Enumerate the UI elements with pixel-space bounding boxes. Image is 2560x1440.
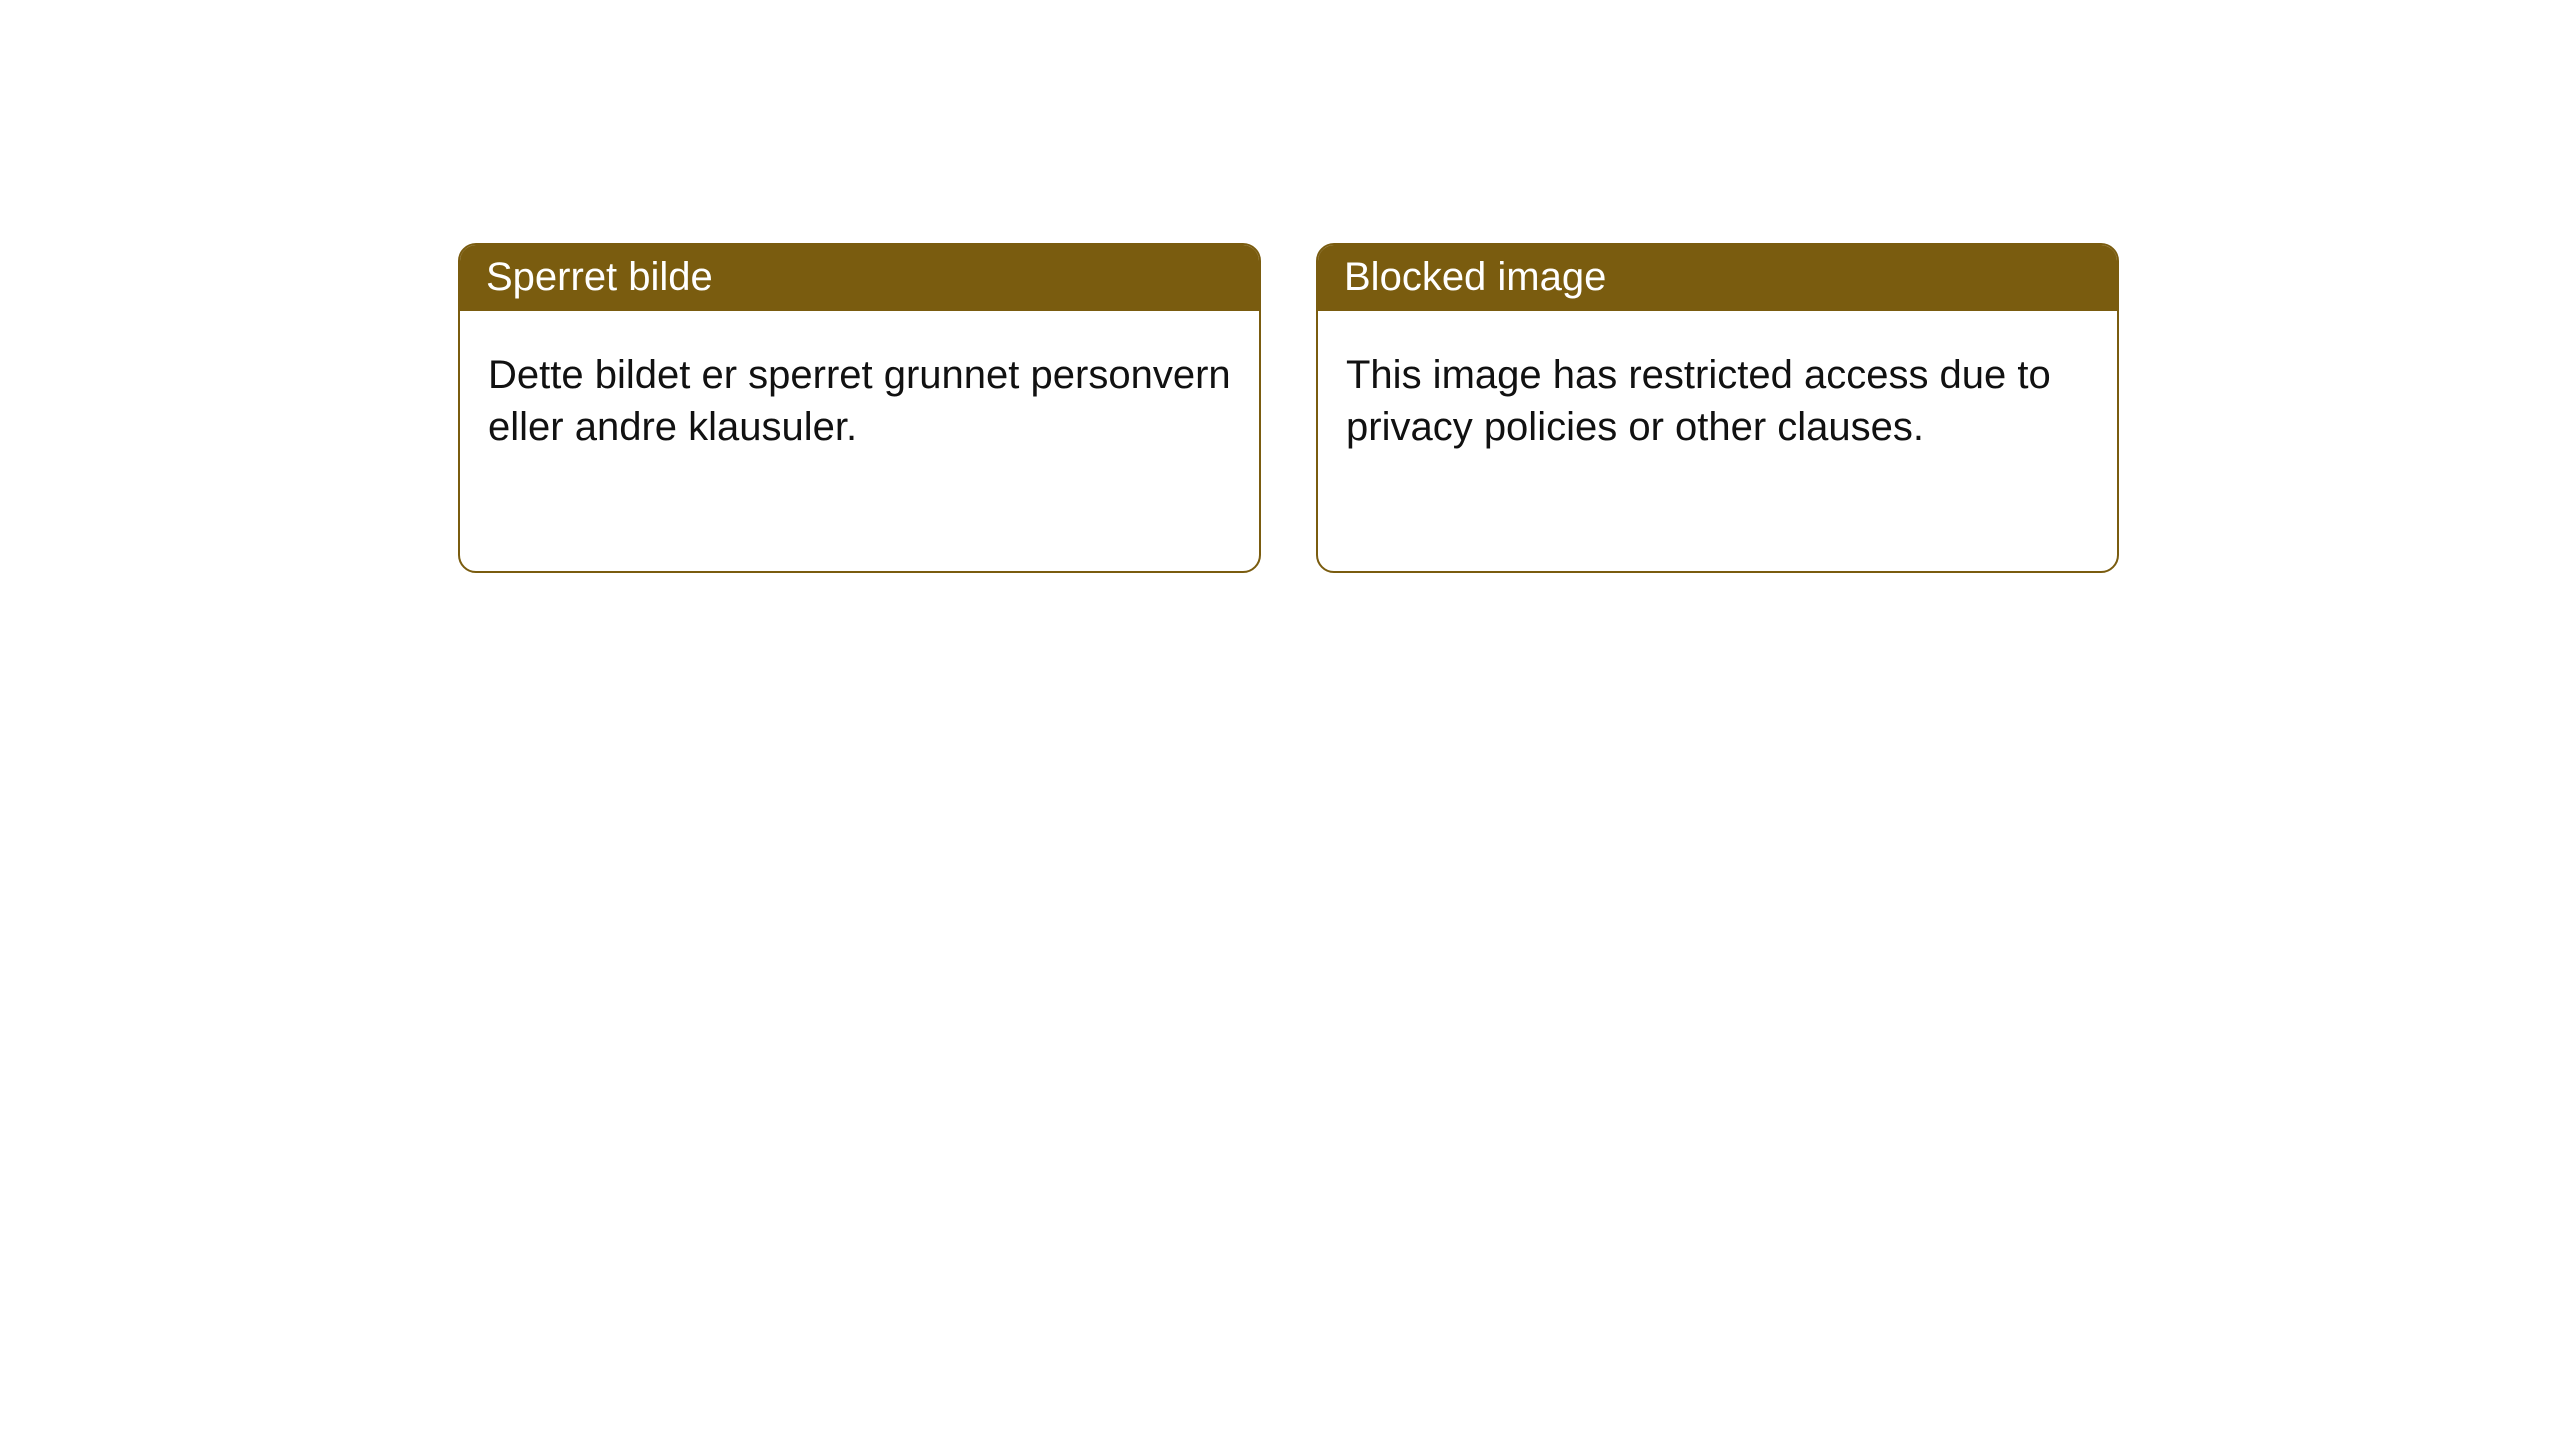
- notice-body-text: This image has restricted access due to …: [1346, 353, 2051, 449]
- notice-header: Blocked image: [1318, 245, 2117, 311]
- notice-body: This image has restricted access due to …: [1318, 311, 2117, 491]
- notice-body-text: Dette bildet er sperret grunnet personve…: [488, 353, 1231, 449]
- notice-body: Dette bildet er sperret grunnet personve…: [460, 311, 1259, 491]
- notice-title: Blocked image: [1344, 255, 1606, 299]
- notice-box-norwegian: Sperret bilde Dette bildet er sperret gr…: [458, 243, 1261, 573]
- notice-header: Sperret bilde: [460, 245, 1259, 311]
- notice-title: Sperret bilde: [486, 255, 713, 299]
- notice-container: Sperret bilde Dette bildet er sperret gr…: [0, 0, 2560, 573]
- notice-box-english: Blocked image This image has restricted …: [1316, 243, 2119, 573]
